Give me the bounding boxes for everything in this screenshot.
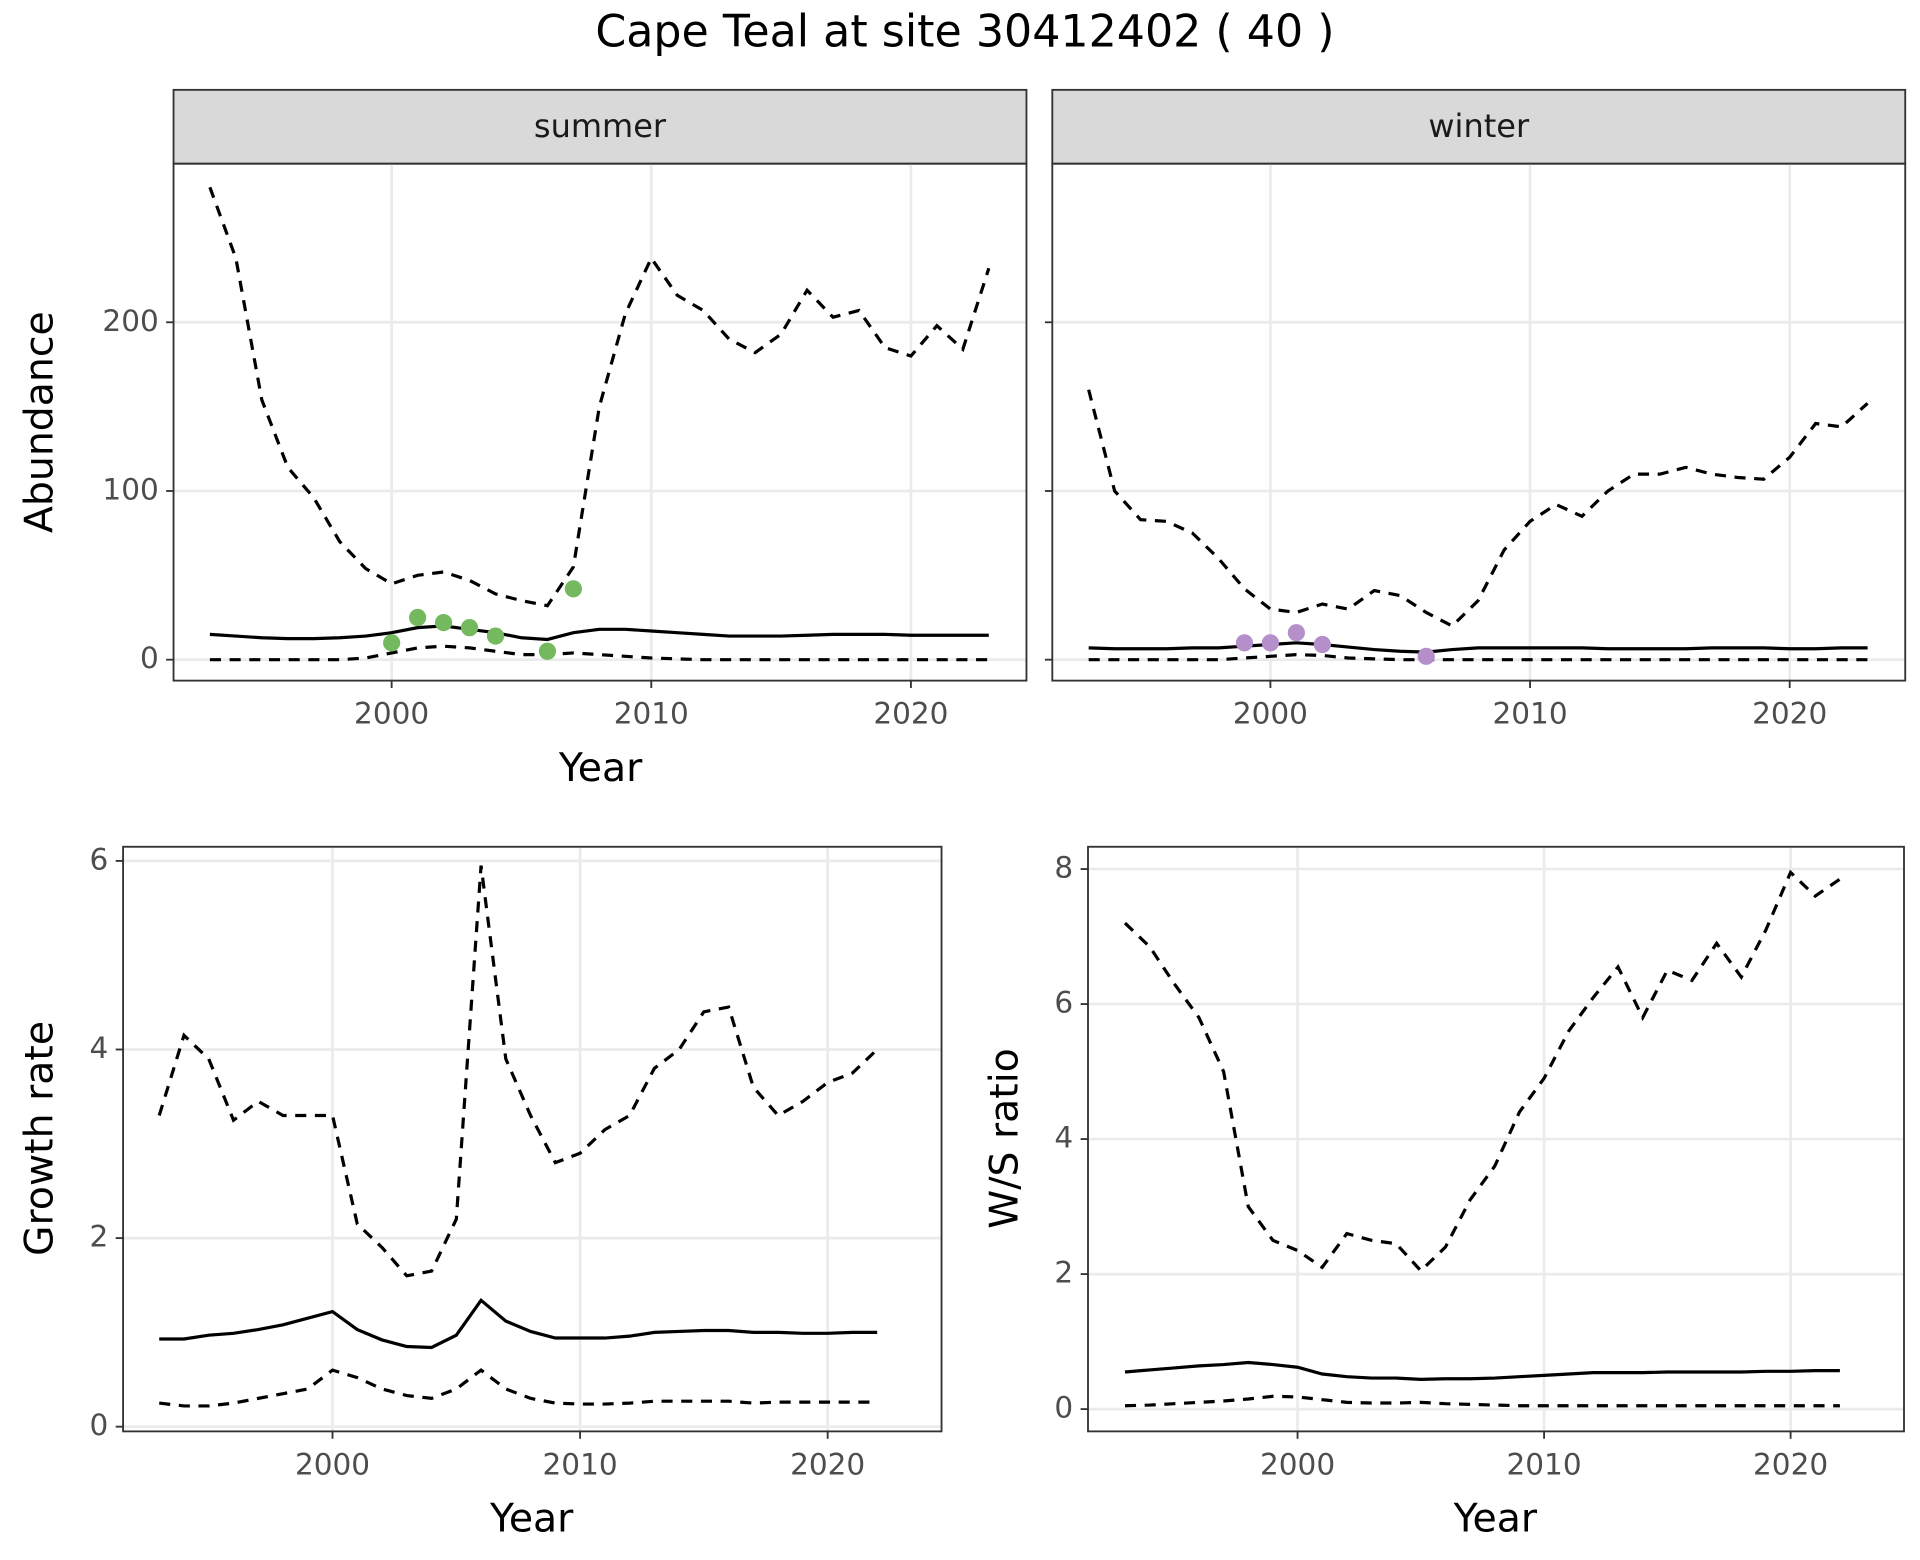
x-tick-label: 2010 [1507, 1447, 1582, 1481]
line-series [1087, 389, 1869, 628]
x-axis-title: Year [558, 745, 643, 791]
line-series [209, 624, 989, 642]
y-axis-title: Growth rate [16, 1021, 62, 1256]
y-axis-title: W/S ratio [981, 1048, 1027, 1229]
facet-strip [1051, 88, 1907, 165]
y-tick-label: 4 [1054, 1121, 1073, 1155]
y-tick-label: 0 [1054, 1391, 1073, 1425]
x-axis-title: Year [1453, 1496, 1538, 1542]
x-tick-label: 2020 [873, 697, 948, 731]
y-tick-label: 6 [1054, 986, 1073, 1020]
figure-title: Cape Teal at site 30412402 ( 40 ) [595, 6, 1334, 57]
observed-point [1417, 647, 1435, 665]
observed-point [538, 642, 557, 660]
panel-border [1087, 845, 1905, 1433]
panel-border [172, 162, 1028, 682]
x-tick-label: 2020 [790, 1447, 865, 1481]
y-tick-label: 200 [102, 304, 158, 338]
facet-label: winter [1428, 107, 1530, 145]
panel [123, 846, 942, 1432]
observed-point [1287, 624, 1305, 642]
y-axis-title: Abundance [16, 311, 62, 533]
line-series [1124, 1360, 1840, 1382]
panel-border [122, 845, 943, 1433]
x-tick-label: 2020 [1752, 697, 1827, 731]
x-tick-label: 2000 [354, 697, 429, 731]
y-tick-label: 8 [1054, 851, 1073, 885]
line-series [1124, 1394, 1840, 1408]
line-series [159, 1297, 878, 1350]
observed-point [460, 619, 479, 637]
observed-point [383, 634, 401, 652]
observed-point [564, 580, 583, 598]
line-series [209, 644, 989, 662]
x-tick-label: 2000 [1260, 1447, 1335, 1481]
facet-strip [172, 88, 1028, 165]
x-tick-label: 2010 [543, 1447, 618, 1481]
y-tick-label: 0 [90, 1408, 109, 1442]
line-series [1123, 869, 1841, 1274]
observed-point [434, 613, 453, 632]
y-tick-label: 2 [1054, 1256, 1073, 1290]
observed-point [486, 627, 505, 645]
y-tick-label: 6 [90, 842, 109, 876]
panel [1052, 163, 1906, 681]
panel [173, 163, 1027, 681]
y-tick-label: 0 [140, 641, 159, 675]
observed-point [1261, 634, 1280, 652]
line-series [159, 1368, 878, 1408]
line-series [208, 186, 991, 608]
x-tick-label: 2020 [1753, 1447, 1828, 1481]
observed-point [1235, 634, 1254, 652]
y-tick-label: 2 [90, 1220, 109, 1254]
y-tick-label: 4 [90, 1031, 109, 1065]
observed-point [1313, 635, 1331, 654]
line-series [157, 865, 879, 1278]
facet-label: summer [534, 107, 667, 145]
x-tick-label: 2000 [1233, 697, 1308, 731]
y-tick-label: 100 [102, 472, 158, 506]
observed-point [408, 608, 427, 627]
x-axis-title: Year [489, 1496, 574, 1542]
panel-border [1051, 162, 1907, 682]
x-tick-label: 2000 [295, 1447, 370, 1481]
x-tick-label: 2010 [614, 697, 689, 731]
line-series [1088, 641, 1868, 654]
x-tick-label: 2010 [1492, 697, 1567, 731]
